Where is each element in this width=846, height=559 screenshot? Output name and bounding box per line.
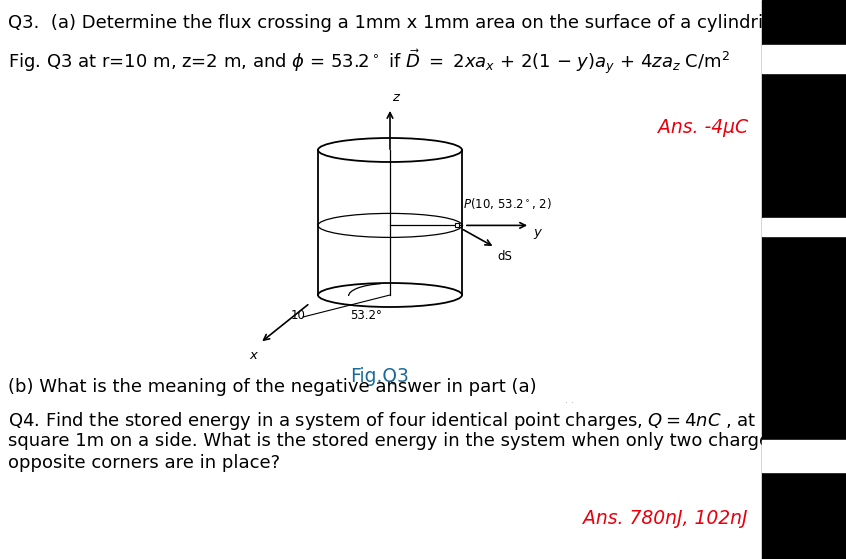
Bar: [762, 218, 846, 236]
Text: Ans. -4μC: Ans. -4μC: [658, 118, 748, 137]
Text: opposite corners are in place?: opposite corners are in place?: [8, 454, 280, 472]
Text: 53.2°: 53.2°: [350, 309, 382, 322]
Text: Fig. Q3 at r=10 m, z=2 m, and $\phi$ = 53.2$^\circ$ if $\vec{D}$ $=$ 2$x$$a_x$ $: Fig. Q3 at r=10 m, z=2 m, and $\phi$ = 5…: [8, 48, 730, 77]
Text: square 1m on a side. What is the stored energy in the system when only two charg: square 1m on a side. What is the stored …: [8, 432, 804, 450]
Text: Q4. Find the stored energy in a system of four identical point charges, $Q = 4nC: Q4. Find the stored energy in a system o…: [8, 410, 846, 432]
Text: . .: . .: [565, 395, 574, 405]
Text: $P$(10, 53.2$^\circ$, 2): $P$(10, 53.2$^\circ$, 2): [463, 196, 552, 211]
Text: dS: dS: [497, 250, 512, 263]
Text: Fig.Q3: Fig.Q3: [350, 367, 409, 386]
Text: y: y: [533, 226, 541, 239]
Text: Ans. 780nJ, 102nJ: Ans. 780nJ, 102nJ: [584, 509, 748, 528]
Bar: [762, 440, 846, 472]
Bar: [762, 0, 846, 559]
Text: Q3.  (a) Determine the flux crossing a 1mm x 1mm area on the surface of a cylind: Q3. (a) Determine the flux crossing a 1m…: [8, 14, 846, 32]
Text: (b) What is the meaning of the negative answer in part (a): (b) What is the meaning of the negative …: [8, 378, 536, 396]
Text: z: z: [392, 91, 399, 104]
Text: 10: 10: [290, 309, 305, 322]
Bar: [762, 45, 846, 73]
Bar: [455, 224, 459, 228]
Text: x: x: [249, 349, 257, 362]
